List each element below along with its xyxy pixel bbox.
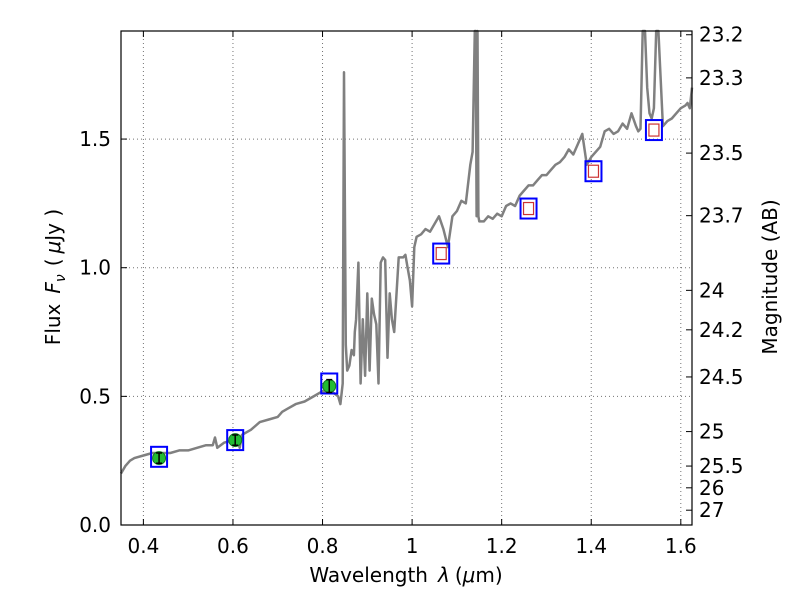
- model-photometry-box: [320, 372, 339, 395]
- y-axis-label-unit-open: (: [41, 258, 65, 266]
- y2-tick-label: 24.5: [699, 365, 744, 389]
- spectrum-series: [119, 29, 694, 475]
- x-axis-label-unit-mu: μ: [462, 563, 476, 587]
- secondary-y-axis-label: Magnitude (AB): [758, 199, 782, 354]
- model-photometry-box: [644, 119, 663, 142]
- x-axis-label-symbol: λ: [437, 563, 450, 587]
- x-tick-label: 1.4: [575, 534, 607, 558]
- y-tick-label: 0.5: [79, 384, 111, 408]
- y2-tick-label: 27: [699, 498, 724, 522]
- spectrum-line: [119, 29, 694, 475]
- model-photometry-box: [432, 242, 451, 265]
- y2-tick-label: 25.5: [699, 454, 744, 478]
- model-photometry-inner: [587, 164, 600, 178]
- y-tick-label: 1.0: [79, 256, 111, 280]
- y-axis-label-unit-rest: Jy ): [41, 209, 65, 243]
- y2-tick-label: 23.5: [699, 141, 744, 165]
- plot-frame: [120, 30, 693, 526]
- model-photometry-inner: [522, 201, 535, 216]
- y-axis-label: Flux Fν ( μJy ): [41, 209, 69, 345]
- x-tick-label: 1.2: [486, 534, 518, 558]
- x-axis-label: Wavelength λ (μm): [309, 563, 502, 587]
- x-tick-label: 0.4: [127, 534, 159, 558]
- y-axis-label-text: Flux: [41, 303, 65, 345]
- y2-tick-label: 26: [699, 476, 724, 500]
- y-tick-label: 0.0: [79, 513, 111, 537]
- y-axis-label-subscript: ν: [53, 274, 69, 282]
- y-tick-label: 1.5: [79, 127, 111, 151]
- y-axis-label-unit-mu: μ: [41, 241, 65, 255]
- model-photometry-inner: [435, 246, 447, 261]
- y2-tick-label: 24: [699, 278, 724, 302]
- y2-tick-label: 23.3: [699, 66, 744, 90]
- x-axis-label-text: Wavelength: [309, 563, 428, 587]
- y2-tick-label: 24.2: [699, 318, 744, 342]
- x-tick-label: 0.8: [307, 534, 339, 558]
- axis-ticks: 0.4 0.6 0.8 1 1.2 1.4 1.6 0.0 0.5 1.0 1.5 23.2 23.3 2…: [79, 23, 743, 558]
- model-photometry-box: [584, 160, 603, 183]
- x-axis-label-unit-rest: m): [475, 563, 502, 587]
- grid-lines: [121, 31, 692, 526]
- x-tick-label: 1.6: [665, 534, 697, 558]
- model-photometry-inner: [648, 123, 660, 137]
- y2-tick-label: 23.7: [699, 204, 744, 228]
- x-axis-label-unit-open: (: [455, 563, 463, 587]
- x-tick-label: 0.6: [217, 534, 249, 558]
- model-photometry-box: [150, 445, 169, 468]
- model-photometry-box: [226, 429, 245, 452]
- y2-tick-label: 25: [699, 420, 724, 444]
- photometry-points: [150, 119, 663, 468]
- x-tick-label: 1: [406, 534, 419, 558]
- model-photometry-box: [519, 197, 538, 220]
- y2-tick-label: 23.2: [699, 23, 744, 47]
- y-axis-label-symbol: F: [41, 282, 65, 294]
